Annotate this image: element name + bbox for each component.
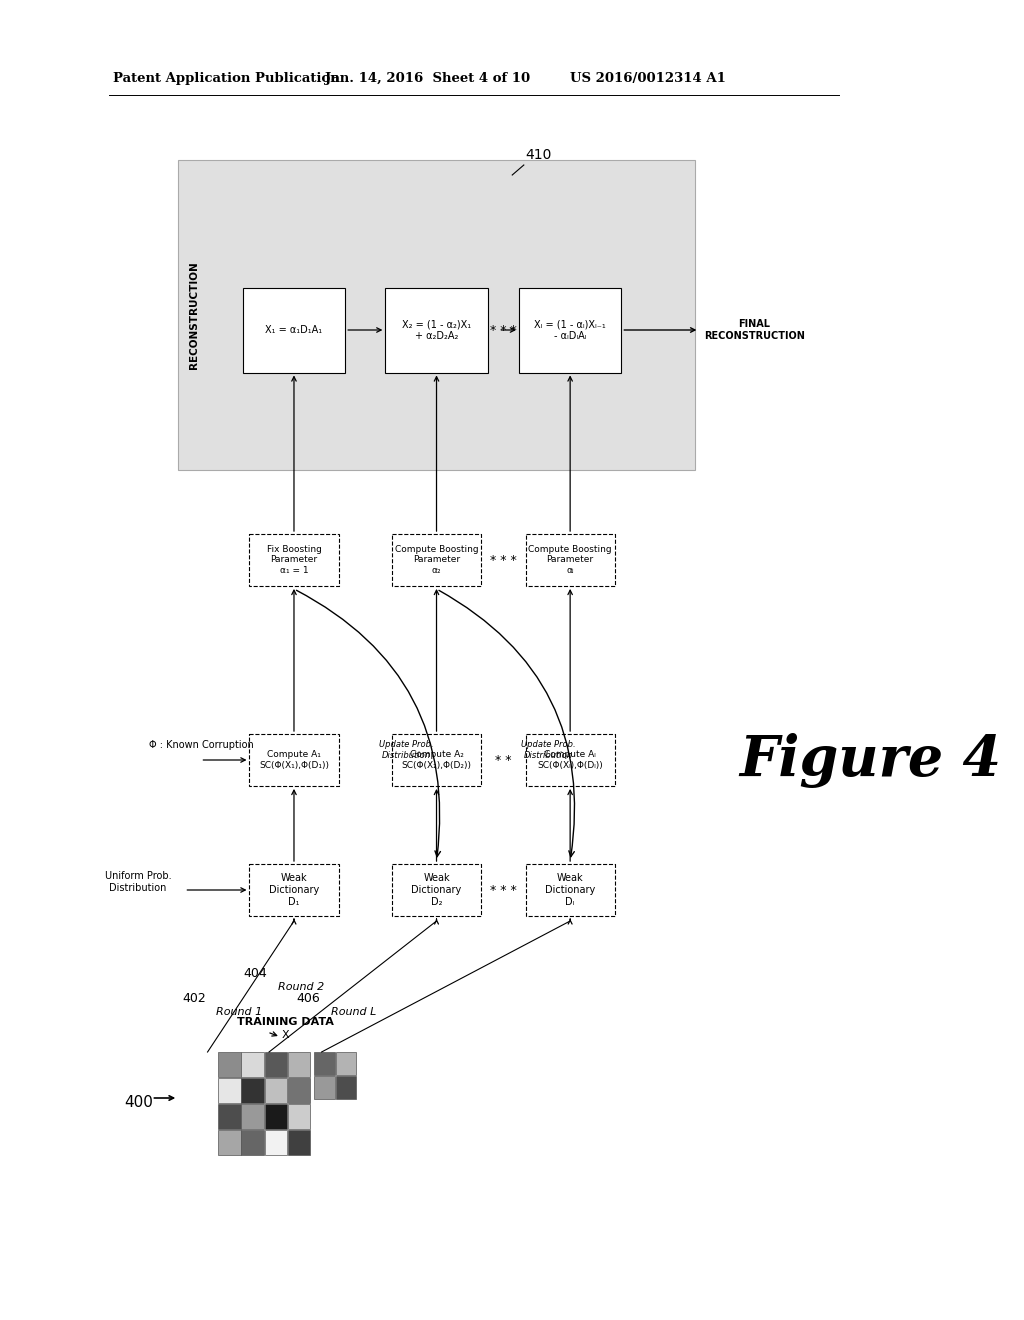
FancyBboxPatch shape [243, 288, 345, 372]
FancyBboxPatch shape [178, 160, 695, 470]
Text: Round 1: Round 1 [216, 1007, 263, 1016]
FancyBboxPatch shape [525, 865, 614, 916]
FancyBboxPatch shape [264, 1052, 287, 1077]
Text: Round 2: Round 2 [278, 982, 325, 993]
FancyBboxPatch shape [385, 288, 487, 372]
Text: * * *: * * * [489, 883, 517, 896]
FancyBboxPatch shape [242, 1104, 264, 1129]
Text: Figure 4: Figure 4 [739, 733, 1001, 788]
FancyBboxPatch shape [288, 1130, 310, 1155]
FancyBboxPatch shape [525, 734, 614, 785]
Text: Weak
Dictionary
D₁: Weak Dictionary D₁ [269, 874, 319, 907]
Text: Φ : Known Corruption: Φ : Known Corruption [148, 741, 254, 750]
Text: Jan. 14, 2016  Sheet 4 of 10: Jan. 14, 2016 Sheet 4 of 10 [326, 73, 530, 84]
Text: RECONSTRUCTION: RECONSTRUCTION [189, 261, 200, 368]
FancyBboxPatch shape [314, 1052, 335, 1074]
Text: 410: 410 [525, 148, 552, 162]
FancyBboxPatch shape [519, 288, 622, 372]
FancyBboxPatch shape [314, 1076, 335, 1100]
FancyBboxPatch shape [392, 734, 481, 785]
Text: TRAINING DATA: TRAINING DATA [237, 1016, 334, 1027]
Text: Weak
Dictionary
D₂: Weak Dictionary D₂ [412, 874, 462, 907]
Text: * * *: * * * [489, 323, 517, 337]
Text: Compute A₁
SC(Φ(X₁),Φ(D₁)): Compute A₁ SC(Φ(X₁),Φ(D₁)) [259, 750, 329, 770]
FancyBboxPatch shape [250, 865, 339, 916]
Text: Patent Application Publication: Patent Application Publication [113, 73, 340, 84]
FancyBboxPatch shape [336, 1052, 356, 1074]
Text: X₁ = α₁D₁A₁: X₁ = α₁D₁A₁ [265, 325, 323, 335]
FancyBboxPatch shape [264, 1104, 287, 1129]
FancyBboxPatch shape [218, 1078, 241, 1104]
FancyBboxPatch shape [250, 535, 339, 586]
Text: Round L: Round L [331, 1007, 376, 1016]
Text: Uniform Prob.
Distribution: Uniform Prob. Distribution [104, 871, 171, 892]
FancyBboxPatch shape [218, 1130, 241, 1155]
Text: Xₗ = (1 - αₗ)Xₗ₋₁
- αₗDₗAₗ: Xₗ = (1 - αₗ)Xₗ₋₁ - αₗDₗAₗ [535, 319, 606, 341]
Text: Compute Aₗ
SC(Φ(Xₗ),Φ(Dₗ)): Compute Aₗ SC(Φ(Xₗ),Φ(Dₗ)) [538, 750, 603, 770]
Text: Update Prob.
Distribution: Update Prob. Distribution [521, 741, 575, 760]
Text: 406: 406 [296, 993, 321, 1005]
Text: * *: * * [495, 754, 512, 767]
Text: Fix Boosting
Parameter
α₁ = 1: Fix Boosting Parameter α₁ = 1 [266, 545, 322, 576]
Text: Weak
Dictionary
Dₗ: Weak Dictionary Dₗ [545, 874, 595, 907]
Text: Compute Boosting
Parameter
α₂: Compute Boosting Parameter α₂ [394, 545, 478, 576]
Text: FINAL
RECONSTRUCTION: FINAL RECONSTRUCTION [703, 319, 805, 341]
Text: * * *: * * * [489, 553, 517, 566]
FancyBboxPatch shape [242, 1130, 264, 1155]
FancyBboxPatch shape [218, 1052, 241, 1077]
FancyBboxPatch shape [392, 865, 481, 916]
FancyBboxPatch shape [264, 1130, 287, 1155]
Text: 402: 402 [182, 993, 206, 1005]
FancyBboxPatch shape [242, 1052, 264, 1077]
Text: X₂ = (1 - α₂)X₁
+ α₂D₂A₂: X₂ = (1 - α₂)X₁ + α₂D₂A₂ [402, 319, 471, 341]
FancyBboxPatch shape [392, 535, 481, 586]
FancyBboxPatch shape [336, 1076, 356, 1100]
FancyBboxPatch shape [250, 734, 339, 785]
Text: Compute Boosting
Parameter
αₗ: Compute Boosting Parameter αₗ [528, 545, 612, 576]
FancyBboxPatch shape [242, 1078, 264, 1104]
Text: Compute A₂
SC(Φ(X₂),Φ(D₂)): Compute A₂ SC(Φ(X₂),Φ(D₂)) [401, 750, 471, 770]
Text: 404: 404 [244, 968, 267, 979]
Text: US 2016/0012314 A1: US 2016/0012314 A1 [570, 73, 726, 84]
FancyBboxPatch shape [218, 1104, 241, 1129]
FancyBboxPatch shape [288, 1104, 310, 1129]
Text: 400: 400 [125, 1096, 154, 1110]
FancyBboxPatch shape [288, 1078, 310, 1104]
FancyBboxPatch shape [525, 535, 614, 586]
Text: X: X [282, 1030, 289, 1040]
FancyBboxPatch shape [264, 1078, 287, 1104]
Text: Update Prob.
Distribution: Update Prob. Distribution [379, 741, 433, 760]
FancyBboxPatch shape [288, 1052, 310, 1077]
